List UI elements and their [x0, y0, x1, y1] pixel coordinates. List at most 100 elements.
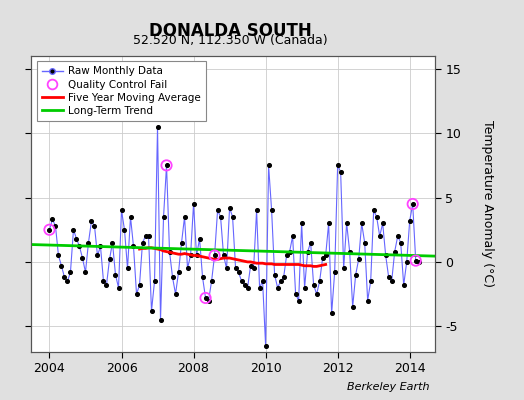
Point	[402, 259, 411, 265]
Point	[241, 282, 249, 288]
Point	[45, 226, 53, 233]
Point	[144, 233, 152, 239]
Point	[208, 278, 216, 284]
Point	[156, 317, 165, 323]
Point	[348, 304, 357, 310]
Point	[51, 223, 60, 229]
Point	[364, 297, 372, 304]
Point	[261, 342, 270, 349]
Point	[48, 216, 57, 223]
Point	[189, 201, 198, 207]
Point	[162, 162, 171, 168]
Point	[180, 214, 189, 220]
Y-axis label: Temperature Anomaly (°C): Temperature Anomaly (°C)	[481, 120, 494, 288]
Point	[361, 240, 369, 246]
Point	[406, 218, 414, 224]
Point	[147, 308, 156, 314]
Point	[222, 265, 231, 272]
Point	[114, 284, 123, 291]
Point	[135, 282, 144, 288]
Point	[129, 243, 138, 250]
Point	[111, 272, 119, 278]
Point	[411, 258, 420, 264]
Point	[258, 278, 267, 284]
Point	[373, 214, 381, 220]
Point	[333, 162, 342, 168]
Point	[171, 291, 180, 297]
Point	[54, 252, 63, 259]
Point	[123, 265, 132, 272]
Point	[409, 201, 417, 207]
Point	[232, 265, 240, 272]
Point	[286, 248, 294, 255]
Legend: Raw Monthly Data, Quality Control Fail, Five Year Moving Average, Long-Term Tren: Raw Monthly Data, Quality Control Fail, …	[37, 61, 206, 121]
Point	[141, 233, 150, 239]
Point	[133, 291, 141, 297]
Point	[312, 291, 321, 297]
Point	[303, 248, 312, 255]
Point	[385, 274, 393, 280]
Point	[154, 124, 162, 130]
Point	[199, 274, 207, 280]
Point	[225, 205, 234, 211]
Point	[300, 284, 309, 291]
Text: Berkeley Earth: Berkeley Earth	[347, 382, 430, 392]
Point	[321, 252, 330, 259]
Point	[270, 272, 279, 278]
Point	[84, 240, 93, 246]
Point	[255, 284, 264, 291]
Point	[234, 269, 243, 276]
Point	[93, 252, 102, 259]
Point	[88, 218, 96, 224]
Point	[331, 269, 339, 276]
Point	[381, 252, 390, 259]
Point	[75, 243, 84, 250]
Point	[166, 248, 174, 255]
Point	[216, 214, 225, 220]
Point	[90, 223, 99, 229]
Point	[63, 278, 72, 284]
Point	[204, 297, 213, 304]
Point	[411, 258, 420, 264]
Point	[394, 233, 402, 239]
Point	[315, 278, 324, 284]
Point	[388, 278, 396, 284]
Point	[397, 240, 405, 246]
Point	[336, 169, 345, 175]
Text: DONALDA SOUTH: DONALDA SOUTH	[149, 22, 312, 40]
Point	[159, 214, 168, 220]
Point	[78, 255, 86, 261]
Point	[414, 259, 423, 265]
Point	[66, 269, 74, 276]
Point	[126, 214, 135, 220]
Point	[279, 274, 288, 280]
Point	[57, 262, 66, 269]
Point	[298, 220, 306, 226]
Point	[249, 265, 258, 272]
Point	[121, 226, 129, 233]
Point	[195, 236, 204, 242]
Point	[310, 282, 318, 288]
Point	[340, 265, 348, 272]
Point	[369, 207, 378, 214]
Point	[378, 220, 387, 226]
Point	[328, 310, 336, 316]
Point	[187, 252, 195, 259]
Point	[352, 272, 360, 278]
Point	[213, 207, 222, 214]
Point	[105, 256, 114, 262]
Point	[96, 243, 105, 250]
Point	[177, 240, 185, 246]
Point	[72, 236, 81, 242]
Point	[150, 278, 159, 284]
Point	[324, 220, 333, 226]
Point	[307, 240, 315, 246]
Text: 52.520 N, 112.350 W (Canada): 52.520 N, 112.350 W (Canada)	[133, 34, 328, 47]
Point	[267, 207, 276, 214]
Point	[102, 282, 111, 288]
Point	[366, 278, 375, 284]
Point	[390, 248, 399, 255]
Point	[409, 201, 417, 207]
Point	[343, 220, 351, 226]
Point	[376, 233, 384, 239]
